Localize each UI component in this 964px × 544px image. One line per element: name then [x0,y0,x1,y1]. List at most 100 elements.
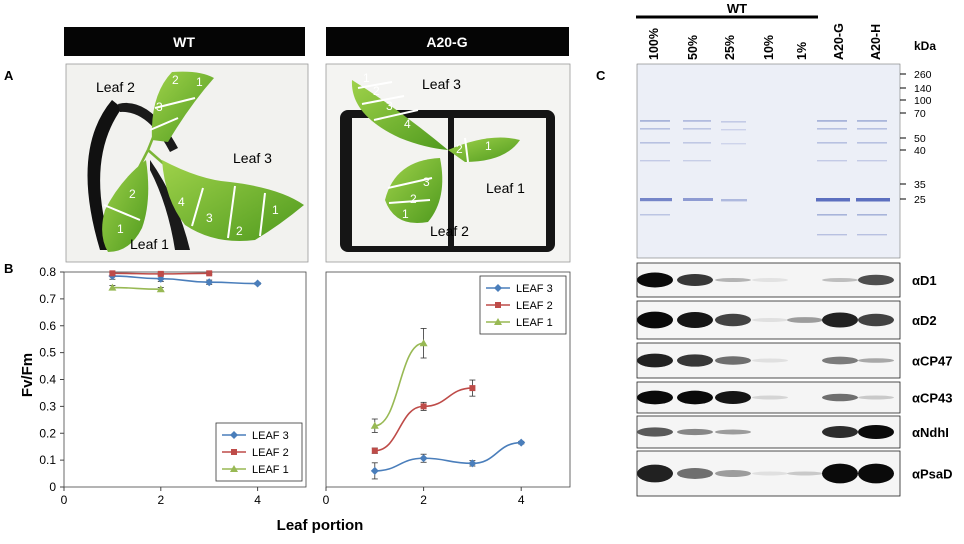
x-tick-label: 2 [420,493,427,507]
x-tick-label: 4 [254,493,261,507]
wt-leaf-label-1: Leaf 1 [130,236,169,252]
legend-marker [494,318,502,325]
x-axis-label: Leaf portion [277,517,364,534]
blot-band [752,318,788,322]
mw-marker-label: 70 [914,108,926,120]
blot-band [637,311,673,329]
wt-section-number: 3 [206,211,213,225]
data-point [156,285,165,293]
blot-band [752,471,788,476]
wt-section-number: 3 [156,100,163,114]
series-line [112,275,258,285]
wt-section-number: 4 [178,195,185,209]
a20g-plant-photo: Leaf 3 Leaf 1 Leaf 2 1 2 3 4 2 1 3 2 1 [325,63,571,263]
wt-section-number: 1 [272,203,279,217]
a20g-section-number: 1 [485,139,492,153]
a20g-section-number: 3 [423,175,430,189]
gel-lane-label: A20-G [832,23,846,60]
blot-band [858,424,894,440]
mw-marker-label: 40 [914,145,926,157]
blot-band [715,429,751,435]
data-point [517,438,526,447]
gel-lane-label: 25% [723,35,737,60]
a20g-leaf-label-3: Leaf 3 [422,76,461,92]
data-point [157,270,164,277]
gel-lane-labels: 100% 50% 25% 10% 1% A20-G A20-H [647,23,883,60]
blot-band [715,391,751,404]
series-line [374,342,424,427]
a20g-section-number: 1 [363,71,370,85]
blot-band [715,470,751,477]
blot-band [822,426,858,438]
legend-marker [231,449,237,455]
blot-band [858,274,894,286]
blot-band [822,463,858,484]
blot-band [637,353,673,368]
data-point [371,447,378,454]
blot-band [715,313,751,327]
data-point [419,339,428,347]
data-point [205,278,214,287]
western-blots: αD1 αD2 αCP47 αCP43 αNdhI αPsaD [636,262,953,497]
blot-strip: αNdhI [636,415,949,449]
blot-band [637,390,673,405]
blot-antibody-label: αD2 [912,313,937,328]
wt-leaf-label-3: Leaf 3 [233,150,272,166]
series-line [112,286,161,290]
blot-band [787,471,823,476]
legend-marker [230,431,238,439]
a20g-section-number: 4 [404,117,411,131]
data-point [469,385,476,392]
legend-entry: LEAF 2 [252,447,289,459]
mw-marker-label: 35 [914,179,926,191]
legend-entry: LEAF 1 [252,464,289,476]
wt-plant-photo: Leaf 2 Leaf 3 Leaf 1 2 1 3 2 1 4 3 2 1 [65,63,309,263]
blot-band [822,278,858,282]
mw-marker-label: 140 [914,83,932,95]
y-tick-label: 0.6 [39,319,56,333]
blot-band [637,272,673,288]
a20g-section-number: 3 [386,99,393,113]
blot-strip: αD2 [636,300,937,340]
blot-band [677,468,713,479]
legend-entry: LEAF 3 [252,430,289,442]
gel-lane-label: A20-H [869,24,883,60]
blot-band [822,393,858,402]
blot-band [858,395,894,400]
y-tick-label: 0.5 [39,346,56,360]
panel-label-a: A [4,68,14,83]
blot-antibody-label: αCP43 [912,391,953,406]
blot-band [677,274,713,286]
a20g-leaf-label-2: Leaf 2 [430,223,469,239]
gel-bands [640,120,890,236]
blot-strip: αD1 [636,262,937,298]
legend-entry: LEAF 1 [516,317,553,329]
blot-antibody-label: αPsaD [912,467,953,482]
y-tick-label: 0.7 [39,292,56,306]
wt-section-numbers: 2 1 3 2 1 4 3 2 1 [117,73,279,238]
wt-section-number: 2 [129,187,136,201]
blot-band [752,278,788,282]
blot-antibody-label: αCP47 [912,354,953,369]
blot-band [752,358,788,363]
y-tick-label: 0.3 [39,399,56,413]
data-point [108,283,117,291]
data-point [468,459,477,468]
gel-lane-label: 50% [686,35,700,60]
fvfm-chart-a20g: 0 2 4 LEAF 3 LEAF 2 LEAF 1 [323,271,571,507]
mw-marker-label: 50 [914,133,926,145]
blot-band [822,312,858,328]
x-tick-label: 4 [518,493,525,507]
panel-label-c: C [596,68,606,83]
wt-section-number: 1 [117,222,124,236]
wt-leaf-label-2: Leaf 2 [96,79,135,95]
legend-marker [495,302,501,308]
blot-strip: αCP43 [636,381,953,414]
header-a20g-label: A20-G [426,34,467,50]
panel-label-b: B [4,261,13,276]
header-wt: WT [64,27,305,56]
blot-band [677,312,713,328]
blot-band [637,464,673,483]
